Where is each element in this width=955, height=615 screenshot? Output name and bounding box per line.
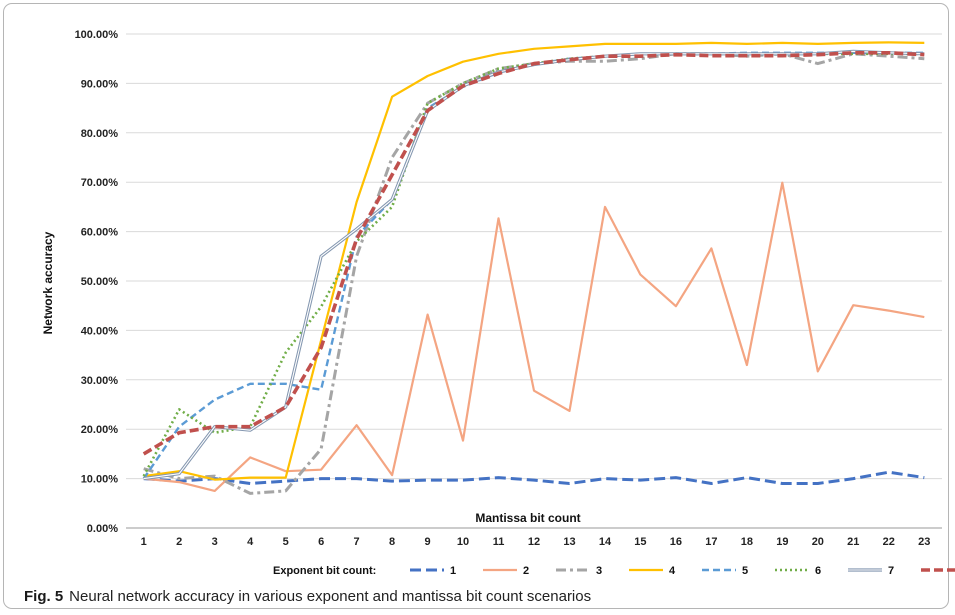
y-tick-label: 20.00% [81, 424, 119, 436]
legend-entry-5: 5 [702, 565, 748, 577]
x-axis-title: Mantissa bit count [475, 511, 580, 525]
legend-title: Exponent bit count: [273, 565, 376, 577]
y-tick-label: 70.00% [81, 177, 119, 189]
figure-frame [3, 3, 949, 609]
x-tick-label: 10 [457, 536, 469, 548]
line-chart: 0.00% 10.00% 20.00% 30.00% 40.00% 50.00% 60.00… [41, 29, 955, 577]
legend-entry-7: 7 [848, 565, 894, 577]
series-line-3 [143, 52, 925, 495]
x-tick-label: 9 [425, 536, 431, 548]
series-line-2 [143, 181, 925, 492]
figure-label: Fig. 5 [24, 588, 64, 605]
x-tick-label: 5 [283, 536, 289, 548]
x-tick-label: 20 [812, 536, 824, 548]
x-tick-label: 7 [354, 536, 360, 548]
x-tick-label: 21 [847, 536, 859, 548]
legend-label: 5 [742, 565, 748, 577]
y-tick-label: 100.00% [75, 29, 119, 41]
x-tick-label: 17 [705, 536, 717, 548]
legend-entry-2: 2 [483, 565, 529, 577]
x-tick-label: 23 [918, 536, 930, 548]
x-tick-label: 2 [176, 536, 182, 548]
series-line-7 [143, 49, 925, 481]
y-axis-ticks: 0.00% 10.00% 20.00% 30.00% 40.00% 50.00% 60.00… [75, 29, 119, 535]
x-tick-label: 6 [318, 536, 324, 548]
legend-label: 4 [669, 565, 676, 577]
legend-label: 3 [596, 565, 602, 577]
legend-label: 6 [815, 565, 821, 577]
series-lines [142, 41, 925, 495]
y-tick-label: 0.00% [87, 523, 118, 535]
y-tick-label: 90.00% [81, 78, 119, 90]
x-tick-label: 18 [741, 536, 753, 548]
legend-entry-1: 1 [410, 565, 456, 577]
legend-entry-4: 4 [629, 565, 676, 577]
x-tick-label: 13 [563, 536, 575, 548]
series-line-5 [142, 51, 925, 480]
legend-label: 2 [523, 565, 529, 577]
series-line-6 [142, 52, 925, 477]
legend-entry-6: 6 [775, 565, 821, 577]
legend-entry-8: 8 [921, 568, 955, 572]
x-tick-label: 8 [389, 536, 395, 548]
x-tick-label: 19 [776, 536, 788, 548]
legend-label: 7 [888, 565, 894, 577]
gridlines [126, 33, 942, 529]
y-axis-title: Network accuracy [41, 231, 55, 334]
legend-label: 1 [450, 565, 456, 577]
legend-entry-3: 3 [556, 565, 602, 577]
x-tick-label: 12 [528, 536, 540, 548]
y-tick-label: 50.00% [81, 276, 119, 288]
series-line-8 [142, 50, 925, 456]
x-axis-ticks: 1 2 3 4 5 6 7 8 9 10 11 12 13 14 15 16 17 18 19 20 21 22 23 [141, 536, 931, 548]
y-tick-label: 40.00% [81, 325, 119, 337]
x-tick-label: 1 [141, 536, 147, 548]
x-tick-label: 15 [634, 536, 646, 548]
y-tick-label: 80.00% [81, 128, 119, 140]
x-tick-label: 3 [212, 536, 218, 548]
x-tick-label: 4 [247, 536, 254, 548]
y-tick-label: 60.00% [81, 227, 119, 239]
figure-caption-text: Neural network accuracy in various expon… [69, 588, 592, 605]
y-tick-label: 30.00% [81, 375, 119, 387]
series-line-1 [143, 470, 925, 485]
legend: Exponent bit count: 1 2 3 4 5 6 7 8 [273, 565, 955, 577]
figure-caption: Fig. 5 Neural network accuracy in various… [0, 583, 955, 611]
x-tick-label: 16 [670, 536, 682, 548]
x-tick-label: 14 [599, 536, 612, 548]
y-tick-label: 10.00% [81, 474, 119, 486]
x-tick-label: 22 [883, 536, 895, 548]
x-tick-label: 11 [493, 536, 505, 548]
series-line-4 [143, 41, 925, 481]
